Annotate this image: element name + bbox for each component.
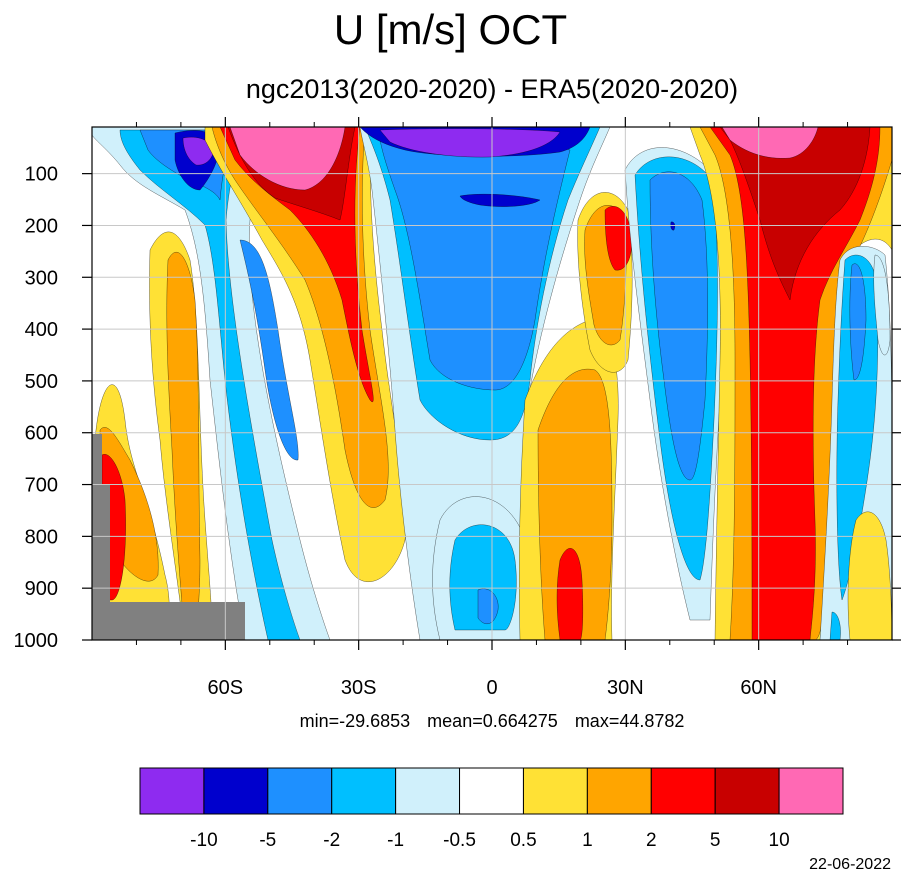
contour-region-38 xyxy=(709,127,881,640)
y-tick-label: 100 xyxy=(25,164,58,186)
stats-max: max=44.8782 xyxy=(574,711,685,731)
colorbar-level-label: -5 xyxy=(259,830,276,851)
contour-region-7 xyxy=(239,239,299,461)
contour-region-34 xyxy=(649,171,708,481)
colorbar-swatch xyxy=(459,767,524,815)
contour-region-43 xyxy=(873,254,891,356)
colorbar-swatch xyxy=(586,767,652,815)
y-tick-label: 900 xyxy=(25,578,58,600)
colorbar-level-label: 1 xyxy=(582,830,593,851)
gridlines xyxy=(92,127,892,641)
contour-region-35 xyxy=(670,221,676,231)
x-tick-label: 0 xyxy=(486,677,497,699)
y-tick-label: 400 xyxy=(25,319,58,341)
contour-region-27 xyxy=(537,368,613,640)
contour-plot-area: 60S 30S 0 30N 60N 100 200 300 400 500 600 700 800 90… xyxy=(14,117,901,699)
y-tick-label: 1000 xyxy=(14,630,59,652)
stats-line: min=-29.6853 mean=0.664275 max=44.8782 xyxy=(92,711,892,732)
contour-region-25 xyxy=(477,588,499,625)
chart-title: U [m/s] OCT xyxy=(333,6,568,53)
colorbar-level-label: -1 xyxy=(387,830,404,851)
colorbar-swatch xyxy=(714,767,780,815)
contour-region-14 xyxy=(229,127,346,191)
colorbar-level-label: 5 xyxy=(710,830,721,851)
contour-region-5 xyxy=(119,129,301,640)
colorbar-swatch xyxy=(778,767,844,815)
date-stamp: 22-06-2022 xyxy=(809,856,891,873)
colorbar-swatch xyxy=(331,767,397,815)
contour-region-47 xyxy=(829,611,841,640)
y-tick-label: 600 xyxy=(25,423,58,445)
contour-region-39 xyxy=(719,127,871,301)
contour-region-28 xyxy=(556,548,584,640)
contour-region-22 xyxy=(459,193,541,207)
colorbar-swatch xyxy=(395,767,461,815)
stats-mean: mean=0.664275 xyxy=(427,711,558,731)
contour-region-21 xyxy=(379,128,561,158)
y-tick-label: 300 xyxy=(25,267,58,289)
x-tick-label: 30N xyxy=(607,677,644,699)
x-tick-label: 60S xyxy=(208,677,244,699)
x-tick-label: 60N xyxy=(740,677,777,699)
colorbar-swatch xyxy=(522,767,588,815)
topography-mask xyxy=(92,434,245,640)
colorbar-swatch xyxy=(139,767,205,815)
x-axis: 60S 30S 0 30N 60N xyxy=(135,117,849,699)
contour-region-24 xyxy=(449,524,517,631)
x-tick-label: 30S xyxy=(341,677,377,699)
colorbar-swatch xyxy=(650,767,716,815)
y-tick-label: 700 xyxy=(25,475,58,497)
colorbar-level-label: 2 xyxy=(646,830,657,851)
colorbar: -10 -5 -2 -1 -0.5 0.5 1 2 5 10 xyxy=(139,767,844,851)
colorbar-swatch xyxy=(203,767,269,815)
colorbar-level-label: -10 xyxy=(190,830,217,851)
y-axis: 100 200 300 400 500 600 700 800 900 1000 xyxy=(14,164,901,652)
contour-fills xyxy=(92,127,892,640)
contour-region-9 xyxy=(182,136,215,166)
colorbar-swatch xyxy=(267,767,333,815)
colorbar-level-label: -0.5 xyxy=(443,830,476,851)
y-tick-label: 200 xyxy=(25,215,58,237)
stats-min: min=-29.6853 xyxy=(299,711,411,731)
colorbar-level-label: 0.5 xyxy=(510,830,536,851)
chart-subtitle: ngc2013(2020-2020) - ERA5(2020-2020) xyxy=(245,74,739,104)
contour-region-40 xyxy=(721,127,819,159)
y-tick-label: 500 xyxy=(25,371,58,393)
colorbar-level-label: -2 xyxy=(323,830,340,851)
colorbar-level-label: 10 xyxy=(769,830,790,851)
y-tick-label: 800 xyxy=(25,526,58,548)
